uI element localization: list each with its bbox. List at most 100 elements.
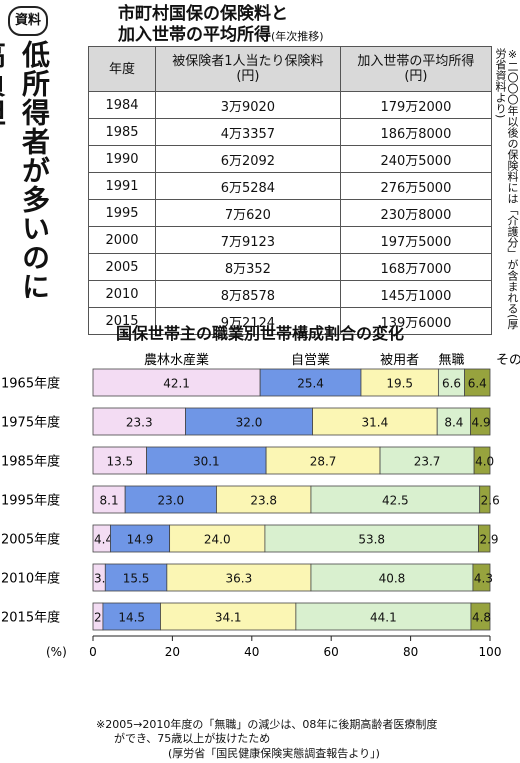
- occupation-stacked-bar-chart: 農林水産業 自営業 被用者 無職 その他 1965年度 42.1 25.4 19.5 6.6 6.4…: [1, 352, 520, 659]
- cell-premium: 9万2124: [155, 307, 341, 335]
- legend-label: 自営業: [291, 352, 330, 368]
- cell-income: 186万8000: [339, 118, 493, 146]
- cell-year: 1984: [88, 91, 156, 119]
- data-label: 8.4: [444, 416, 463, 430]
- cell-income: 139万6000: [339, 307, 493, 335]
- data-label: 28.7: [310, 455, 337, 469]
- bar-segment: [464, 368, 491, 397]
- category-label: 1995年度: [1, 493, 60, 509]
- table-title-line1: 市町村国保の保険料と: [118, 4, 288, 24]
- bar-segment: [479, 485, 491, 514]
- footnote-line1: ※2005→2010年度の「無職」の減少は、08年に後期高齢者医療制度: [96, 718, 438, 731]
- table-title-line2: 加入世帯の平均所得(年次推移): [118, 25, 324, 45]
- bar-segment: [295, 602, 472, 631]
- data-label: 34.1: [215, 611, 242, 625]
- bar-segment: [160, 602, 297, 631]
- data-label: 23.7: [414, 455, 441, 469]
- x-tick-label: 20: [165, 645, 180, 659]
- table-row: 1995 7万620 230万8000: [88, 199, 493, 227]
- x-tick-label: 40: [244, 645, 259, 659]
- bar-segment: [216, 485, 312, 514]
- table-row: 2000 7万9123 197万5000: [88, 226, 493, 254]
- table-row: 2005 8万352 168万7000: [88, 253, 493, 281]
- bar-segment: [470, 602, 491, 631]
- category-label: 1965年度: [1, 376, 60, 392]
- cell-premium: 8万352: [155, 253, 341, 281]
- cell-year: 1991: [88, 172, 156, 200]
- cell-income: 145万1000: [339, 280, 493, 308]
- data-label: 19.5: [386, 377, 413, 391]
- data-label: 31.4: [362, 416, 389, 430]
- data-label: 4.9: [472, 416, 491, 430]
- data-label: 13.5: [106, 455, 133, 469]
- data-label: 25.4: [297, 377, 324, 391]
- category-label: 2015年度: [1, 610, 60, 626]
- bar-segment: [92, 485, 126, 514]
- header-income: 加入世帯の平均所得(円): [339, 46, 493, 92]
- category-label: 2005年度: [1, 532, 60, 548]
- table-header-row: 年度 被保険者1人当たり保険料(円) 加入世帯の平均所得(円): [88, 46, 493, 92]
- data-label: 2.6: [481, 494, 500, 508]
- x-axis-unit: (%): [46, 645, 67, 659]
- data-label: 14.5: [118, 611, 145, 625]
- table-row: 1984 3万9020 179万2000: [88, 91, 493, 119]
- bar-segment: [166, 563, 312, 592]
- cell-year: 2005: [88, 253, 156, 281]
- data-label: 6.4: [468, 377, 487, 391]
- cell-income: 168万7000: [339, 253, 493, 281]
- legend-label: 被用者: [380, 353, 419, 368]
- bar-segment: [259, 368, 362, 397]
- data-label: 30.1: [193, 455, 220, 469]
- footnote-source: (厚労省「国民健康保険実態調査報告より」): [168, 747, 380, 760]
- table-row: 2010 8万8578 145万1000: [88, 280, 493, 308]
- bar-segment: [310, 563, 474, 592]
- table-row: 1990 6万2092 240万5000: [88, 145, 493, 173]
- bar-segment: [265, 446, 381, 475]
- cell-premium: 8万8578: [155, 280, 341, 308]
- category-label: 1985年度: [1, 454, 60, 470]
- cell-income: 197万5000: [339, 226, 493, 254]
- data-label: 53.8: [358, 533, 385, 547]
- bar-segment: [264, 524, 479, 553]
- bar-segment: [110, 524, 171, 553]
- data-label: 4.8: [472, 611, 491, 625]
- data-label: 23.8: [250, 494, 277, 508]
- legend-label: その他: [496, 353, 520, 368]
- data-label: 4.4: [94, 533, 113, 547]
- data-label: 15.5: [123, 572, 150, 586]
- cell-premium: 6万5284: [155, 172, 341, 200]
- table-title-sub: (年次推移): [271, 30, 324, 43]
- cell-year: 1990: [88, 145, 156, 173]
- bar-segment: [312, 407, 438, 436]
- data-label: 6.6: [442, 377, 461, 391]
- headline: 低所得者が多いのに高負担: [0, 40, 51, 301]
- premium-income-table: 年度 被保険者1人当たり保険料(円) 加入世帯の平均所得(円) 1984 3万90…: [88, 46, 493, 335]
- data-label: 42.5: [382, 494, 409, 508]
- data-label: 14.9: [127, 533, 154, 547]
- data-label: 42.1: [163, 377, 190, 391]
- cell-year: 2010: [88, 280, 156, 308]
- cell-premium: 4万3357: [155, 118, 341, 146]
- data-label: 4.3: [474, 572, 493, 586]
- x-tick-label: 60: [324, 645, 339, 659]
- cell-premium: 3万9020: [155, 91, 341, 119]
- data-label: 32.0: [236, 416, 263, 430]
- cell-year: 1985: [88, 118, 156, 146]
- bar-segment: [92, 446, 147, 475]
- category-label: 2010年度: [1, 571, 60, 587]
- bar-segment: [473, 446, 491, 475]
- x-tick-label: 80: [403, 645, 418, 659]
- footnote-line2: ができ、75歳以上が抜けたため: [114, 732, 271, 745]
- table-note: ※二〇〇〇年以後の保険料には「介護分」が含まれる(厚労省資料より): [494, 48, 519, 330]
- table-row: 1985 4万3357 186万8000: [88, 118, 493, 146]
- chart-title: 国保世帯主の職業別世帯構成割合の変化: [115, 324, 404, 343]
- legend-label: 農林水産業: [144, 352, 209, 368]
- header-year: 年度: [88, 46, 156, 92]
- cell-premium: 6万2092: [155, 145, 341, 173]
- bar-segment: [437, 368, 465, 397]
- bar-segment: [470, 407, 491, 436]
- bar-segment: [92, 407, 186, 436]
- cell-year: 1995: [88, 199, 156, 227]
- header-premium: 被保険者1人当たり保険料(円): [155, 46, 341, 92]
- data-label: 23.3: [126, 416, 153, 430]
